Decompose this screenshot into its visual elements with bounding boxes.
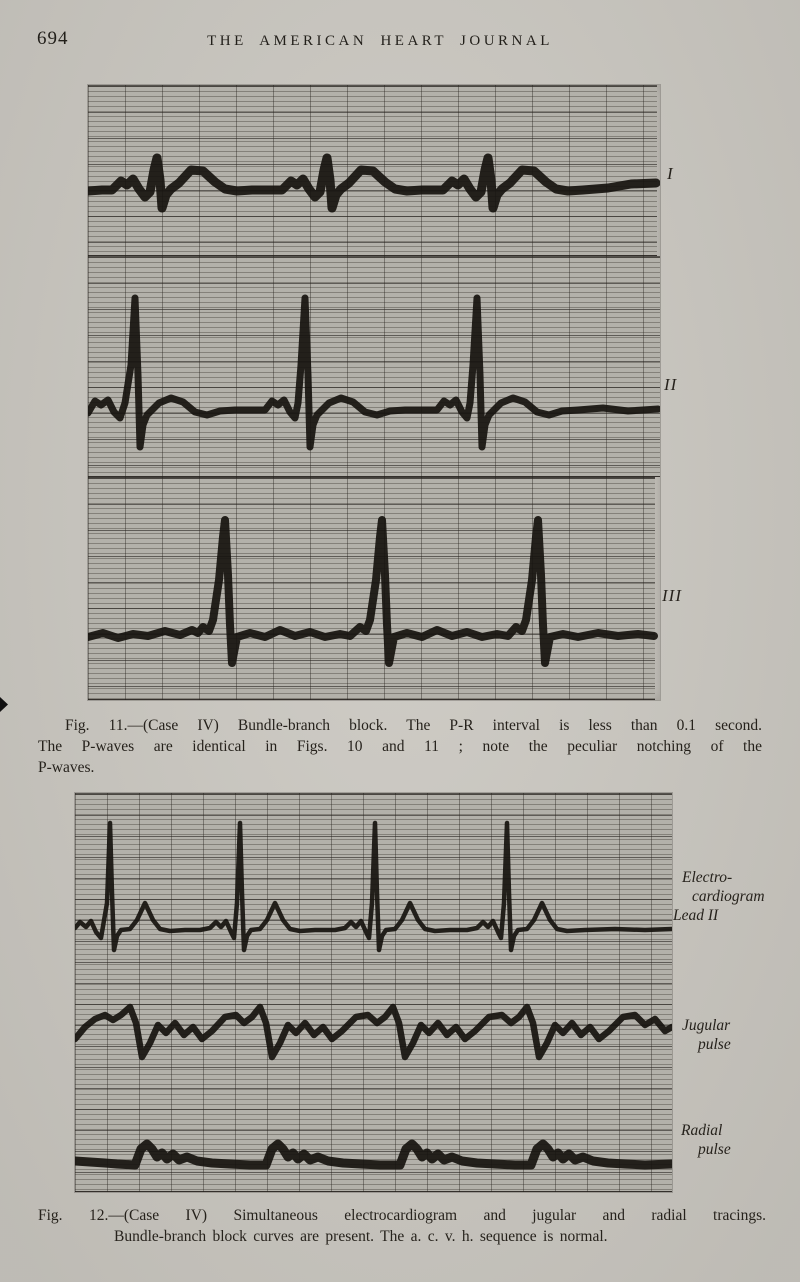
figure-12-caption-line-1: Fig. 12.—(Case IV) Simultaneous electroc…: [38, 1207, 766, 1224]
radial-pulse-trace: [75, 1139, 672, 1170]
lead-ii-strip: [88, 256, 660, 477]
electrocardiogram-label-line-3: Lead II: [673, 907, 719, 924]
ecg-lead-ii-trace: [75, 820, 672, 953]
electrocardiogram-label: Electro- cardiogram Lead II: [673, 868, 765, 925]
radial-pulse-label: Radial pulse: [681, 1121, 731, 1159]
jugular-pulse-trace: [75, 1003, 672, 1061]
electrocardiogram-label-line-1: Electro-: [682, 869, 733, 886]
figure-11-caption: Fig. 11.—(Case IV) Bundle-branch block. …: [38, 716, 762, 778]
lead-i-label: I: [667, 164, 674, 183]
figure-11-caption-line-2: The P-waves are identical in Figs. 10 an…: [38, 737, 762, 755]
radial-pulse-label-line-1: Radial: [681, 1122, 723, 1139]
page-number: 694: [37, 28, 69, 49]
fig11-tracings-svg: [88, 153, 660, 667]
radial-pulse-label-line-2: pulse: [698, 1141, 731, 1158]
jugular-pulse-label: Jugular pulse: [682, 1016, 731, 1054]
figure-12-caption-line-2: Bundle-branch block curves are present. …: [114, 1227, 608, 1245]
figure-11-caption-line-1: Fig. 11.—(Case IV) Bundle-branch block. …: [65, 717, 762, 734]
journal-title: THE AMERICAN HEART JOURNAL: [207, 33, 553, 49]
figure-11-tracing-panel: [88, 85, 660, 700]
figure-12-tracing-panel: [75, 793, 672, 1192]
scan-margin-artifact: [0, 697, 8, 712]
figure-11-caption-line-3: P-waves.: [38, 758, 95, 776]
figure-12-caption: Fig. 12.—(Case IV) Simultaneous electroc…: [38, 1206, 766, 1248]
lead-iii-trace: [88, 516, 658, 667]
lead-ii-label: II: [664, 375, 678, 394]
electrocardiogram-label-line-2: cardiogram: [692, 888, 765, 905]
lead-ii-trace: [88, 294, 660, 451]
lead-iii-label: III: [662, 586, 682, 605]
lead-i-trace: [88, 153, 660, 213]
fig12-tracings-svg: [75, 820, 672, 1170]
jugular-pulse-label-line-1: Jugular: [682, 1017, 731, 1034]
jugular-pulse-label-line-2: pulse: [698, 1036, 731, 1053]
